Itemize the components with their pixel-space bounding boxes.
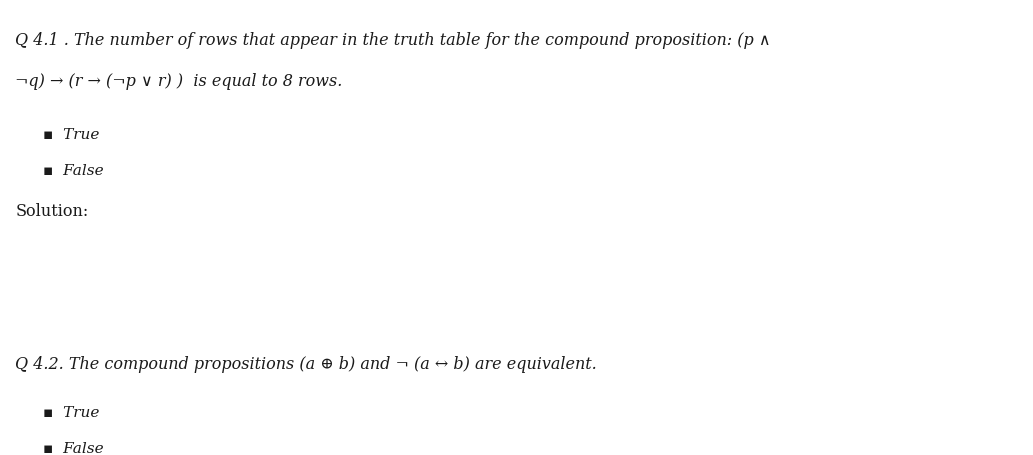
Text: ▪  True: ▪ True	[43, 405, 100, 419]
Text: Q 4.1 . The number of rows that appear in the truth table for the compound propo: Q 4.1 . The number of rows that appear i…	[15, 32, 771, 49]
Text: Q 4.2. The compound propositions (a ⊕ b) and ¬ (a ↔ b) are equivalent.: Q 4.2. The compound propositions (a ⊕ b)…	[15, 355, 597, 372]
Text: ¬q) → (r → (¬p ∨ r) )  is equal to 8 rows.: ¬q) → (r → (¬p ∨ r) ) is equal to 8 rows…	[15, 73, 343, 90]
Text: Solution:: Solution:	[15, 202, 89, 219]
Text: ▪  False: ▪ False	[43, 164, 104, 178]
Text: ▪  True: ▪ True	[43, 127, 100, 142]
Text: ▪  False: ▪ False	[43, 441, 104, 455]
